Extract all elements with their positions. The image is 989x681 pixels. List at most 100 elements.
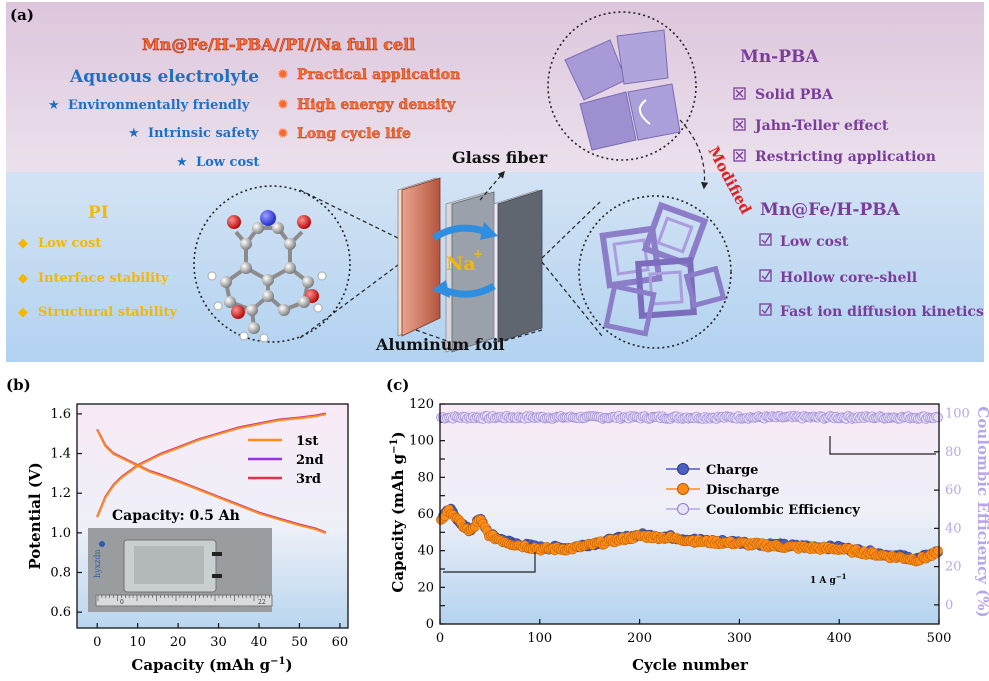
panel-c-ytick-label: 80 [417, 470, 434, 485]
legend-marker-charge [677, 463, 689, 475]
aqueous-item-2: Intrinsic safety [148, 126, 259, 141]
panel-c-y2tick-label: 60 [945, 483, 962, 498]
panel-c-frame [439, 403, 940, 625]
fullcell-bullet-icon: ✹ [277, 67, 289, 83]
checkbox-x-icon [733, 87, 746, 100]
pi-item-1: Low cost [38, 236, 101, 251]
panel-c-ytick-label: 100 [409, 434, 434, 449]
pi-title: PI [88, 203, 109, 223]
panel-c-xtick-label: 400 [827, 631, 852, 646]
panel-b-label: (b) [6, 376, 31, 394]
photo-brand-label: hyxzdn [93, 549, 102, 578]
fullcell-title: Mn@Fe/H-PBA//PI//Na full cell [142, 35, 415, 54]
capacity-annotation: Capacity: 0.5 Ah [112, 508, 240, 524]
aqueous-item-3: Low cost [196, 155, 259, 170]
panel-c-xtick-label: 0 [436, 631, 444, 646]
na-ion-label: Na [446, 253, 476, 275]
panel-a: (a) Mn@Fe/H-PBA//PI//Na full cell ✹ Prac… [6, 2, 984, 362]
capacity-axis-pointer [443, 552, 536, 573]
panel-b-xtick-label: 20 [170, 635, 187, 650]
panel-c-xlabel: Cycle number [632, 656, 749, 674]
panel-c-points [436, 410, 943, 567]
star-icon: ★ [176, 155, 188, 170]
mnfe-item-3: Fast ion diffusion kinetics [780, 304, 984, 320]
legend-marker-discharge [677, 483, 689, 495]
panel-b-frame [76, 403, 349, 629]
current-density-main: 1 A g [810, 576, 837, 586]
panel-c-label: (c) [386, 376, 409, 394]
diamond-icon: ◆ [18, 271, 28, 286]
panel-b-ytick-label: 1.4 [50, 447, 71, 462]
mnfe-item-2: Hollow core-shell [780, 270, 917, 286]
panel-c-axes: 0 100 200 300 400 500 0 20 40 60 80 100 120 0 20 40 60 80… [409, 397, 970, 646]
curve-charge-1st [96, 413, 326, 518]
mn-pba-item-1: Solid PBA [755, 87, 834, 103]
checkbox-check-icon [759, 269, 772, 282]
panel-a-label: (a) [10, 6, 34, 24]
panel-c: (c) 0 100 200 300 400 500 0 20 40 60 80 100 120 0 20 40… [386, 376, 989, 674]
panel-c-ytick-label: 120 [409, 397, 434, 412]
fullcell-bullet-icon: ✹ [277, 97, 289, 113]
panel-c-ytick-label: 20 [417, 580, 434, 595]
panel-b-xtick-label: 60 [332, 635, 349, 650]
legend-marker-ce [677, 503, 689, 515]
pi-molecule [193, 185, 351, 343]
panel-b-ylabel: Potential (V) [26, 462, 44, 569]
panel-b-ytick-label: 0.6 [50, 605, 71, 620]
discharge-point [933, 545, 943, 556]
glass-fiber-label: Glass fiber [452, 148, 548, 167]
pi-item-3: Structural stability [38, 305, 177, 320]
fullcell-item-3: Long cycle life [297, 126, 411, 142]
fullcell-list: ✹ Practical application ✹ High energy de… [277, 67, 460, 142]
panel-b: (b) 0 10 20 30 40 50 60 0.6 0.8 1.0 1.2 1.4 1.6 1st … [6, 376, 349, 674]
hollow-pba-particles [578, 195, 732, 349]
panel-b-xtick-label: 40 [251, 635, 268, 650]
panel-c-y2label: Coulombic Efficiency (%) [974, 406, 989, 617]
panel-c-ytick-label: 60 [417, 507, 434, 522]
legend-label-1st: 1st [296, 434, 318, 449]
panel-b-xlabel-sup: −1 [270, 656, 285, 667]
mnfe-pba-list: Low cost Hollow core-shell Fast ion diff… [759, 233, 984, 320]
checkbox-check-icon [759, 303, 772, 316]
panel-b-xlabel-end: ) [286, 656, 293, 674]
brand-logo-icon [99, 541, 105, 547]
legend-label-ce: Coulombic Efficiency [706, 503, 860, 518]
current-density-sup: −1 [836, 572, 847, 581]
mnfe-item-1: Low cost [780, 234, 849, 250]
panel-b-curves [96, 412, 327, 535]
diamond-icon: ◆ [18, 305, 28, 320]
panel-c-ylabel-sup: −1 [389, 438, 400, 453]
panel-b-ytick-label: 0.8 [50, 565, 71, 580]
ruler-start-label: 0 [120, 599, 124, 606]
checkbox-x-icon [733, 118, 746, 131]
current-density-label: 1 A g−1 [810, 572, 847, 586]
panel-c-y2tick-label: 20 [945, 560, 962, 575]
panel-c-ytick-label: 0 [426, 617, 434, 632]
ce-point [933, 412, 943, 423]
panel-c-xtick-label: 300 [727, 631, 752, 646]
checkbox-x-icon [733, 149, 746, 162]
panel-b-axes: 0 10 20 30 40 50 60 0.6 0.8 1.0 1.2 1.4 1.6 [50, 407, 348, 650]
panel-b-xlabel: Capacity (mAh g−1) [131, 656, 292, 674]
checkbox-check-icon [759, 233, 772, 246]
legend-label-charge: Charge [706, 463, 758, 478]
panel-b-xtick-label: 0 [93, 635, 101, 650]
panel-b-xtick-label: 50 [291, 635, 308, 650]
panel-b-ytick-label: 1.6 [50, 407, 71, 422]
panel-c-y2tick-label: 40 [945, 521, 962, 536]
panel-b-legend: 1st 2nd 3rd [248, 434, 324, 487]
panel-c-plot-background [440, 404, 939, 624]
panel-c-ylabel-end: ) [389, 431, 407, 438]
fullcell-item-1: Practical application [297, 67, 460, 83]
curve-discharge-1st [96, 429, 327, 535]
mnfe-pba-title: Mn@Fe/H-PBA [760, 200, 901, 220]
mn-pba-item-2: Jahn-Teller effect [753, 118, 889, 134]
fullcell-item-2: High energy density [297, 97, 456, 113]
panel-c-ylabel-main: Capacity (mAh g [389, 453, 407, 592]
panel-c-y2tick-label: 0 [945, 598, 953, 613]
panel-c-y2tick-label: 80 [945, 445, 962, 460]
aqueous-title: Aqueous electrolyte [69, 67, 259, 87]
legend-label-3rd: 3rd [296, 472, 321, 487]
panel-c-ylabel: Capacity (mAh g−1) [389, 431, 407, 592]
